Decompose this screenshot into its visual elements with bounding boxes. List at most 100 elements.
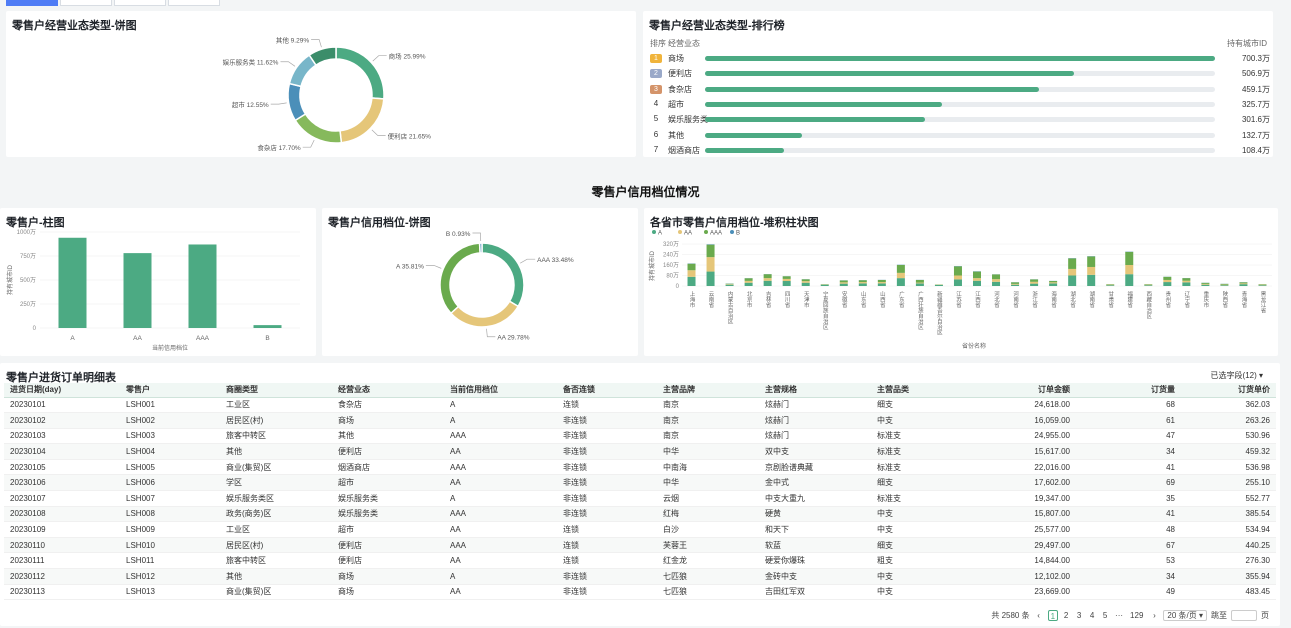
table-row[interactable]: 20230112 LSH012 其他 商场 A 非连锁 七匹狼 金砖中支 中支 12,102.00…: [4, 568, 1276, 585]
stack-seg-A: [953, 279, 962, 286]
stack-seg-AA: [1125, 265, 1134, 275]
stack-seg-AA: [1011, 283, 1020, 285]
stack-seg-AAA: [1258, 284, 1267, 285]
table-cell: 旅客中转区: [220, 428, 332, 445]
rank-number: 6: [653, 129, 659, 139]
table-header-cell[interactable]: 备否连锁: [557, 383, 657, 398]
table-header-cell[interactable]: 主营规格: [759, 383, 871, 398]
table-cell: 金中式: [759, 474, 871, 492]
table-cell: 中支: [871, 506, 981, 523]
table-cell: 20230108: [4, 506, 120, 523]
stack-seg-AAA: [1049, 281, 1058, 283]
table-row[interactable]: 20230104 LSH004 其他 便利店 AA 非连锁 中华 双中支 标准支 15,617.0…: [4, 443, 1276, 460]
rank-value: 132.7万: [1241, 130, 1270, 140]
table-row[interactable]: 20230103 LSH003 旅客中转区 其他 AAA 非连锁 南京 炫赫门 标准支 24,95…: [4, 428, 1276, 445]
table-header-cell[interactable]: 订单金额: [981, 383, 1076, 398]
pagination-page[interactable]: 1: [1047, 610, 1059, 621]
rank-value: 108.4万: [1241, 145, 1270, 155]
stack-xtick: 黑龙江省: [1259, 291, 1266, 315]
table-cell: 459.32: [1181, 443, 1276, 460]
table-cell: 非连锁: [557, 459, 657, 476]
table-header-cell[interactable]: 当前信用档位: [444, 383, 557, 398]
stack-seg-AAA: [801, 279, 810, 282]
table-row[interactable]: 20230113 LSH013 商业(集贸)区 商场 AA 非连锁 七匹狼 吉田红军双 中支 23…: [4, 584, 1276, 601]
table-header-cell[interactable]: 主营品类: [871, 383, 981, 398]
pagination-prev[interactable]: ‹: [1037, 611, 1040, 620]
stack-seg-AAA: [1239, 282, 1248, 284]
goto-unit: 页: [1261, 611, 1269, 620]
table-header-cell[interactable]: 进货日期(day): [4, 383, 120, 398]
table-cell: LSH008: [120, 506, 220, 523]
table-row[interactable]: 20230109 LSH009 工业区 超市 AA 连锁 白沙 和天下 中支 25,577.00 4…: [4, 521, 1276, 538]
table-row[interactable]: 20230101 LSH001 工业区 食杂店 A 连锁 南京 炫赫门 细支 24,618.00 6…: [4, 397, 1276, 414]
tab-4[interactable]: [168, 0, 220, 6]
table-cell: 连锁: [557, 397, 657, 414]
rank-badge: 3: [650, 84, 662, 94]
rank-badge: 1: [650, 54, 662, 63]
pagination-page[interactable]: ···: [1115, 611, 1124, 620]
table-header-cell[interactable]: 主营品牌: [657, 383, 759, 398]
table-cell: 12,102.00: [981, 568, 1076, 585]
table-cell: 中华: [657, 443, 759, 460]
pagination-page[interactable]: 5: [1102, 611, 1108, 620]
tab-3[interactable]: [114, 0, 166, 6]
table-cell: 非连锁: [557, 428, 657, 445]
pie-leader-商场: [372, 55, 387, 62]
stack-seg-AA: [1068, 268, 1077, 276]
stack-xtick: 浙江省: [1031, 290, 1038, 309]
table-header-cell[interactable]: 订货量: [1076, 383, 1181, 398]
tab-2[interactable]: [60, 0, 112, 6]
table-cell: 34: [1076, 568, 1181, 585]
table-cell: 细支: [871, 474, 981, 492]
tab-1[interactable]: [6, 0, 58, 6]
table-cell: 商业(集贸)区: [220, 459, 332, 476]
table-header-cell[interactable]: 商圈类型: [220, 383, 332, 398]
table-row[interactable]: 20230110 LSH010 居民区(村) 便利店 AAA 连锁 芙蓉王 软蓝 细支 29,49…: [4, 537, 1276, 554]
stack-seg-A: [858, 283, 867, 286]
stack-seg-A: [934, 284, 943, 286]
stack-xtick: 安徽省: [841, 290, 848, 309]
pagination-page[interactable]: 4: [1089, 611, 1095, 620]
pagination-next[interactable]: ›: [1153, 611, 1156, 620]
table-cell: 七匹狼: [657, 568, 759, 585]
table-cell: 硬黄: [759, 506, 871, 523]
table-row[interactable]: 20230108 LSH008 政务(商务)区 娱乐服务类 AAA 非连锁 红梅 硬黄 中支 15…: [4, 506, 1276, 523]
column-selector[interactable]: 已选字段(12) ▾: [1210, 371, 1263, 380]
table-cell: 41: [1076, 506, 1181, 523]
table-cell: 中支大重九: [759, 490, 871, 507]
stack-seg-A: [1087, 274, 1096, 286]
table-cell: 49: [1076, 584, 1181, 601]
table-cell: 20230109: [4, 521, 120, 538]
table-header-cell[interactable]: 经营业态: [332, 383, 444, 398]
page-size-select[interactable]: 20 条/页 ▾: [1163, 610, 1207, 621]
table-cell: LSH013: [120, 584, 220, 601]
table-cell: 非连锁: [557, 568, 657, 585]
rank-bar: [705, 101, 943, 107]
table-row[interactable]: 20230102 LSH002 居民区(村) 商场 A 非连锁 南京 炫赫门 中支 16,059.…: [4, 412, 1276, 429]
stack-seg-A: [992, 281, 1001, 286]
stack-seg-AA: [1182, 280, 1191, 283]
table-cell: 超市: [332, 521, 444, 538]
ranking-col-rank: 排序: [650, 39, 666, 48]
table-row[interactable]: 20230107 LSH007 娱乐服务类区 娱乐服务类 A 非连锁 云烟 中支大重九 标准支 1…: [4, 490, 1276, 507]
stack-seg-AAA: [744, 278, 753, 281]
table-cell: 552.77: [1181, 490, 1276, 507]
legend-dot-AA: [678, 230, 682, 234]
table-header-cell[interactable]: 零售户: [120, 383, 220, 398]
rank-track: [705, 56, 1215, 61]
table-cell: AA: [444, 521, 557, 538]
pagination-page[interactable]: 129: [1130, 611, 1144, 620]
pagination-page[interactable]: 3: [1076, 611, 1082, 620]
stack-seg-AA: [953, 275, 962, 280]
table-cell: 23,669.00: [981, 584, 1076, 601]
credit-pie-title: 零售户信用档位-饼图: [328, 217, 431, 229]
table-header-cell[interactable]: 订货单价: [1181, 383, 1276, 398]
goto-input[interactable]: [1231, 610, 1257, 621]
table-cell: 276.30: [1181, 552, 1276, 570]
bar-AAA: [188, 244, 217, 328]
table-cell: 非连锁: [557, 443, 657, 460]
pagination-page[interactable]: 2: [1063, 611, 1069, 620]
table-row[interactable]: 20230111 LSH011 旅客中转区 便利店 AA 连锁 红金龙 硬爱你爆珠 粗支 14,8…: [4, 552, 1276, 570]
table-row[interactable]: 20230105 LSH005 商业(集贸)区 烟酒商店 AAA 非连锁 中南海 京剧脸谱典藏…: [4, 459, 1276, 476]
table-row[interactable]: 20230106 LSH006 学区 超市 AA 非连锁 中华 金中式 细支 17,602.00 6…: [4, 474, 1276, 492]
